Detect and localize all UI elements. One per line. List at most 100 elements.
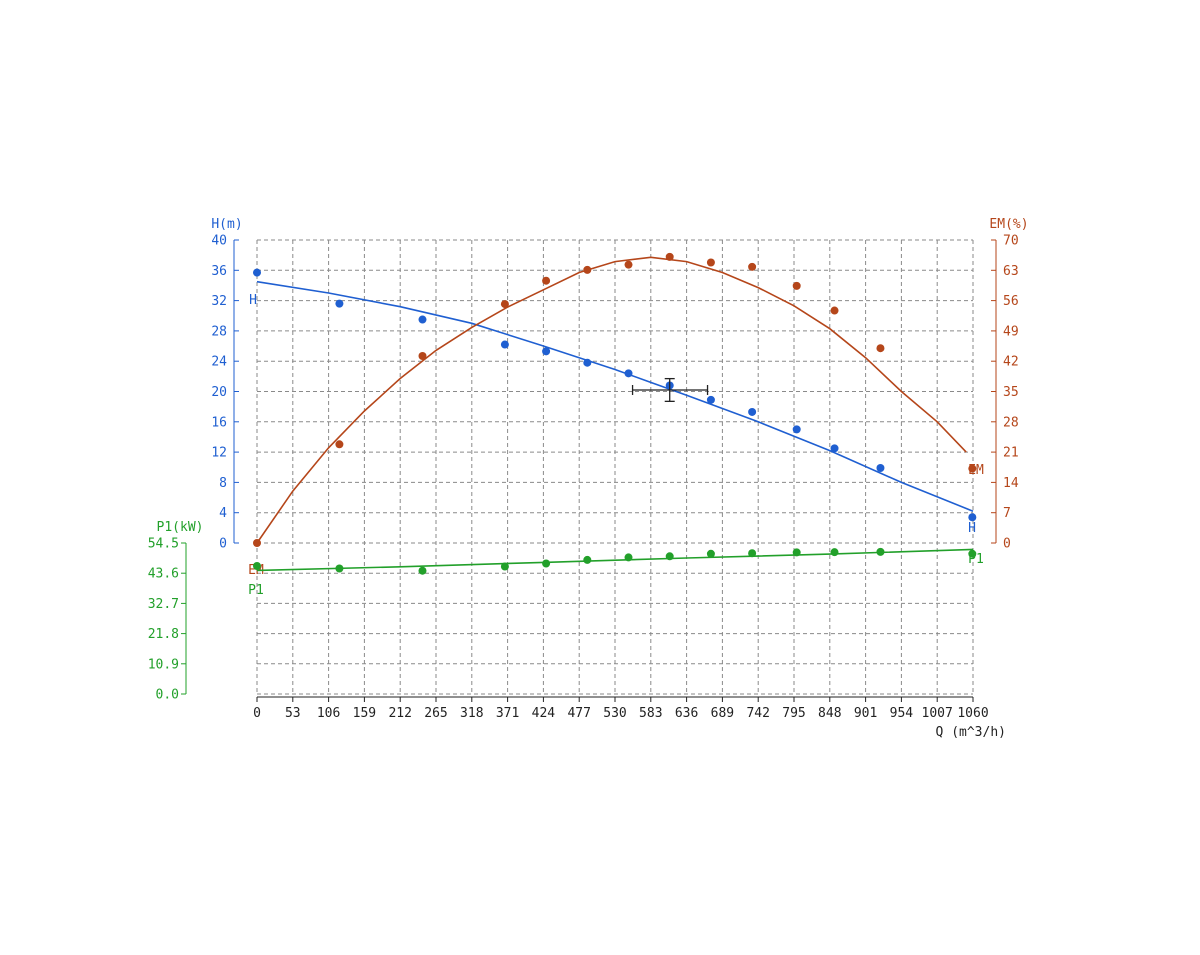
data-point-p1 xyxy=(500,562,509,571)
data-point-p1 xyxy=(968,549,977,558)
y-tick-label-em: 35 xyxy=(1003,385,1019,400)
data-point-h xyxy=(542,347,551,356)
x-tick-label: 901 xyxy=(854,706,877,721)
data-point-h xyxy=(792,425,801,434)
data-point-p1 xyxy=(830,548,839,557)
data-point-em xyxy=(418,352,427,361)
y-tick-label-p1: 21.8 xyxy=(148,627,179,642)
y-tick-label-p1: 0.0 xyxy=(156,688,179,703)
data-point-p1 xyxy=(792,548,801,557)
data-point-p1 xyxy=(706,549,715,558)
y-tick-label-em: 63 xyxy=(1003,264,1019,279)
data-point-h xyxy=(706,395,715,404)
y-tick-label-em: 42 xyxy=(1003,355,1019,370)
axes: 0 53 106 159 212 265 318 371 424 477 530 583 636 689 7… xyxy=(148,217,1029,740)
x-tick-label: 1060 xyxy=(957,706,988,721)
x-tick-label: 795 xyxy=(782,706,805,721)
y-tick-label-em: 0 xyxy=(1003,537,1011,552)
y-tick-label-em: 21 xyxy=(1003,446,1019,461)
data-point-p1 xyxy=(418,566,427,575)
x-tick-label: 53 xyxy=(285,706,301,721)
y-tick-label-h: 16 xyxy=(211,415,227,430)
y-tick-label-em: 28 xyxy=(1003,415,1019,430)
x-tick-label: 742 xyxy=(746,706,769,721)
y-axis-label-h: H(m) xyxy=(211,217,242,232)
data-point-p1 xyxy=(335,564,344,573)
operating-point xyxy=(631,377,709,402)
data-point-p1 xyxy=(876,547,885,556)
data-point-p1 xyxy=(665,552,674,561)
series-label-h: H xyxy=(968,521,976,536)
data-point-em xyxy=(335,440,344,449)
y-tick-label-em: 70 xyxy=(1003,234,1019,249)
data-point-em xyxy=(253,539,261,547)
data-point-em xyxy=(706,258,715,267)
data-point-p1 xyxy=(748,549,757,558)
y-tick-label-h: 36 xyxy=(211,264,227,279)
series-label-p1: P1 xyxy=(968,552,984,567)
y-tick-label-em: 56 xyxy=(1003,294,1019,309)
y-tick-label-h: 8 xyxy=(219,476,227,491)
data-point-h xyxy=(253,268,261,277)
x-tick-label: 477 xyxy=(567,706,590,721)
data-point-em xyxy=(792,281,801,290)
data-point-em xyxy=(583,265,592,274)
data-point-h xyxy=(583,358,592,367)
data-point-h xyxy=(624,369,633,378)
data-point-h xyxy=(748,407,757,416)
y-axis-label-em: EM(%) xyxy=(989,217,1028,232)
y-tick-label-h: 20 xyxy=(211,385,227,400)
data-point-em xyxy=(500,300,509,309)
data-point-p1 xyxy=(624,553,633,562)
data-point-p1 xyxy=(542,559,551,568)
data-point-em xyxy=(876,344,885,353)
y-tick-label-em: 7 xyxy=(1003,506,1011,521)
data-point-p1 xyxy=(253,561,261,570)
y-tick-label-p1: 54.5 xyxy=(148,537,179,552)
x-tick-label: 159 xyxy=(353,706,376,721)
data-point-em xyxy=(748,262,757,271)
data-point-h xyxy=(830,444,839,453)
x-tick-label: 530 xyxy=(603,706,626,721)
y-tick-label-h: 32 xyxy=(211,294,227,309)
x-tick-label: 689 xyxy=(711,706,734,721)
x-tick-label: 0 xyxy=(253,706,261,721)
y-tick-label-h: 4 xyxy=(219,506,227,521)
y-tick-label-h: 28 xyxy=(211,324,227,339)
data-point-h xyxy=(876,464,885,473)
series-line-p1 xyxy=(256,548,974,572)
x-axis-label: Q (m^3/h) xyxy=(936,725,1006,740)
x-tick-label: 636 xyxy=(675,706,698,721)
series-label-em: EM xyxy=(968,463,984,478)
x-tick-label: 954 xyxy=(890,706,914,721)
data-point-h xyxy=(418,315,427,324)
series-label-h: H xyxy=(249,293,257,308)
y-tick-label-h: 24 xyxy=(211,355,227,370)
data-point-em xyxy=(968,464,977,473)
x-tick-label: 424 xyxy=(532,706,556,721)
y-axis-label-p1: P1(kW) xyxy=(157,520,204,535)
series-line-em xyxy=(256,256,967,544)
y-tick-label-em: 14 xyxy=(1003,476,1019,491)
x-tick-label: 212 xyxy=(388,706,411,721)
y-tick-label-h: 40 xyxy=(211,234,227,249)
x-tick-label: 106 xyxy=(317,706,340,721)
x-tick-label: 583 xyxy=(639,706,662,721)
y-tick-label-p1: 32.7 xyxy=(148,597,179,612)
data-point-h xyxy=(500,340,509,349)
x-tick-label: 265 xyxy=(424,706,447,721)
data-point-em xyxy=(665,252,674,261)
data-point-p1 xyxy=(583,555,592,564)
x-tick-label: 318 xyxy=(460,706,483,721)
data-point-em xyxy=(830,306,839,315)
x-tick-label: 1007 xyxy=(922,706,953,721)
y-tick-label-p1: 43.6 xyxy=(148,567,179,582)
y-tick-label-h: 0 xyxy=(219,537,227,552)
data-point-em xyxy=(624,260,633,269)
y-tick-label-em: 49 xyxy=(1003,324,1019,339)
data-point-h xyxy=(968,513,977,522)
y-tick-label-h: 12 xyxy=(211,446,227,461)
y-tick-label-p1: 10.9 xyxy=(148,657,179,672)
